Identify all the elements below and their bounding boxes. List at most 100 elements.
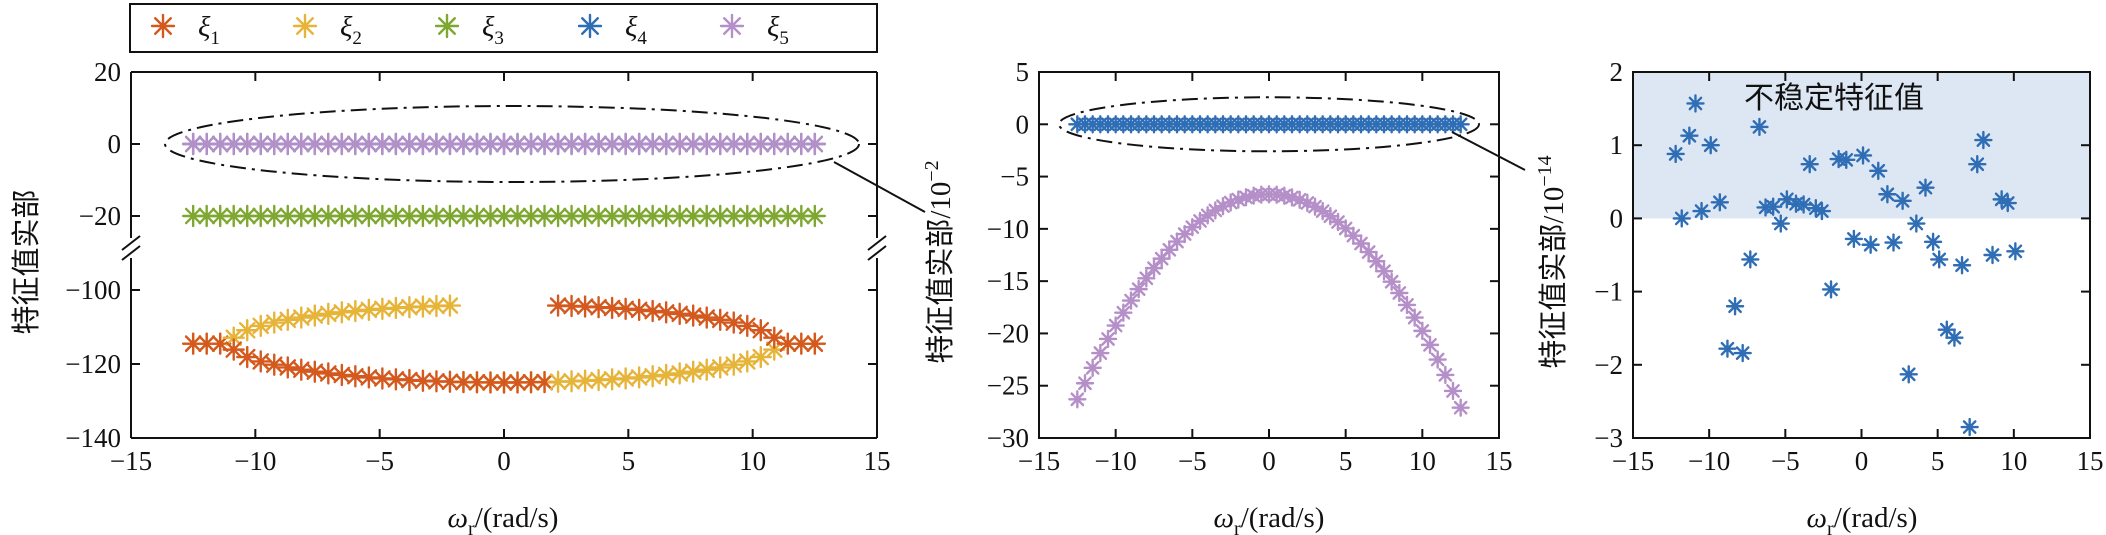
panel-2-xi5-point bbox=[1336, 219, 1355, 238]
panel-3-xi4-point bbox=[1666, 144, 1685, 164]
panel-1-xi5-point bbox=[398, 132, 421, 156]
panel-1-xi5-point bbox=[749, 132, 772, 156]
panel-3-ylabel-exp: −14 bbox=[1534, 155, 1556, 186]
legend-label-2: ξ2 bbox=[340, 11, 362, 49]
panel-2-xtick-label: 15 bbox=[1486, 446, 1513, 476]
panel-1-xi5-point bbox=[249, 132, 272, 156]
panel-1-xi1-point bbox=[573, 295, 597, 318]
panel-3-xi4-point bbox=[1884, 233, 1903, 252]
panel-1-xi3-point bbox=[236, 204, 259, 228]
panel-3-xi4-point bbox=[1983, 245, 2002, 265]
panel-1-axis-break bbox=[121, 235, 141, 251]
panel-1-xi2-point bbox=[736, 350, 759, 373]
panel-2-xtick-label: −5 bbox=[1178, 446, 1207, 476]
panel-2-xi5-point bbox=[1068, 390, 1087, 409]
panel-1-xi3-point bbox=[344, 204, 367, 228]
panel-1-xi2-point bbox=[573, 369, 597, 392]
panel-1-xi3-point bbox=[425, 204, 448, 228]
panel-1-ytick-label: −100 bbox=[65, 275, 121, 305]
panel-1-xi5-point bbox=[479, 132, 502, 156]
panel-1-xi5-point bbox=[587, 132, 610, 156]
panel-1-xi1-point bbox=[290, 358, 313, 381]
panel-1-xi5-point bbox=[560, 132, 583, 156]
panel-1-xi5-point bbox=[492, 132, 516, 156]
panel-1-xi5-point bbox=[668, 132, 691, 156]
panel-1-xi2-point bbox=[682, 360, 705, 383]
legend-symbol-1: ξ bbox=[198, 11, 211, 43]
panel-1-xi3-point bbox=[181, 204, 205, 228]
panel-2-xi5-point bbox=[1443, 381, 1463, 401]
panel-1-xi5-point bbox=[790, 132, 813, 156]
panel-1-xi1-point bbox=[384, 368, 408, 391]
panel-1-xi5-point bbox=[357, 132, 381, 156]
panel-1-xi3-point bbox=[209, 204, 232, 228]
panel-1-xi1-point bbox=[627, 298, 651, 322]
panel-1-xi1-point bbox=[695, 306, 718, 329]
panel-1-ylabel: 特征值实部 bbox=[10, 189, 43, 334]
panel-2-xi5-point bbox=[1229, 190, 1248, 209]
panel-2-xi5-point bbox=[1405, 308, 1424, 327]
panel-1-xi2-point bbox=[749, 345, 772, 369]
panel-1-xi2-point bbox=[614, 367, 637, 390]
panel-3-xi4-point bbox=[1771, 214, 1790, 233]
panel-2-ytick-label: −25 bbox=[987, 371, 1029, 401]
panel-3-xi4-point bbox=[1960, 417, 1979, 437]
panel-3-xtick-label: −15 bbox=[1612, 446, 1654, 476]
panel-1-xi5-point bbox=[682, 132, 705, 156]
panel-1-xi3-point bbox=[668, 204, 691, 228]
panel-1-xi1-point bbox=[357, 366, 381, 389]
panel-3-ytick-label: 1 bbox=[1610, 130, 1624, 160]
panel-2-xi5-point bbox=[1382, 272, 1401, 291]
panel-1-xi2-point bbox=[587, 368, 610, 392]
panel-1-ylabel-text: 特征值实部 bbox=[10, 189, 43, 334]
panel-1-xi3-point bbox=[371, 204, 394, 228]
panel-1-xi1-point bbox=[263, 353, 286, 376]
panel-1-xi1-point bbox=[614, 297, 637, 321]
panel-1-xi1-point bbox=[317, 362, 340, 385]
panel-1-xi3-point bbox=[560, 204, 583, 228]
panel-1-xi5-point bbox=[317, 132, 340, 156]
panel-1-xi5-point bbox=[263, 132, 286, 156]
legend-label-1: ξ1 bbox=[198, 11, 220, 49]
panel-1-xi3-point bbox=[330, 204, 354, 228]
panel-1-xi1-point bbox=[600, 296, 624, 320]
legend-symbol-2: ξ bbox=[340, 11, 353, 43]
panel-1-xi5-point bbox=[236, 132, 259, 156]
panel-3-xi4-point bbox=[1952, 256, 1972, 275]
panel-1-xi2-point bbox=[384, 296, 408, 320]
panel-1-xi3-point bbox=[790, 204, 813, 228]
panel-2-xi5-point bbox=[1221, 193, 1240, 212]
panel-1-xtick-label: 0 bbox=[497, 446, 511, 476]
panel-3-xi4-point bbox=[1968, 155, 1987, 174]
legend-item-1: ξ1 bbox=[150, 11, 220, 49]
panel-2-xi5-point bbox=[1198, 206, 1217, 225]
panel-2-xi5-point bbox=[1451, 398, 1470, 417]
panel-1-xi2-point bbox=[722, 353, 745, 376]
panel-1-xi1-point bbox=[236, 345, 259, 369]
panel-1-ytick-label: 0 bbox=[108, 129, 122, 159]
panel-1-xi3-point bbox=[519, 204, 543, 228]
panel-1-ellipse bbox=[164, 105, 860, 183]
panel-3-xi4-point bbox=[1733, 343, 1752, 363]
panel-1-xi5-point bbox=[222, 132, 245, 156]
panel-1-xi3-point bbox=[627, 204, 651, 228]
legend-item-4: ξ4 bbox=[577, 11, 647, 49]
legend-item-2: ξ2 bbox=[292, 11, 362, 49]
panel-3-xtick-label: −5 bbox=[1771, 446, 1800, 476]
panel-1-xi1-point bbox=[641, 299, 664, 323]
panel-1-xtick-label: 5 bbox=[622, 446, 636, 476]
panel-3-xi4-point bbox=[1710, 193, 1730, 212]
panel-2-xi5-point bbox=[1129, 279, 1148, 299]
panel-2-ylabel-exp: −2 bbox=[921, 160, 943, 181]
panel-1-xi1-point bbox=[344, 365, 367, 388]
panel-1-xi5-point bbox=[465, 132, 489, 156]
panel-1-xi3-point bbox=[749, 204, 772, 228]
panel-1-xtick-label: 10 bbox=[739, 446, 766, 476]
panel-1-xi3-point bbox=[357, 204, 381, 228]
panel-1-xi5-point bbox=[506, 132, 529, 156]
panel-2-xi5-point bbox=[1114, 303, 1133, 322]
panel-1-xi5-point bbox=[736, 132, 759, 156]
panel-1-xi3-point bbox=[263, 204, 286, 228]
panel-1-xi1-point bbox=[209, 332, 232, 355]
panel-1-xi2-point bbox=[222, 326, 245, 349]
